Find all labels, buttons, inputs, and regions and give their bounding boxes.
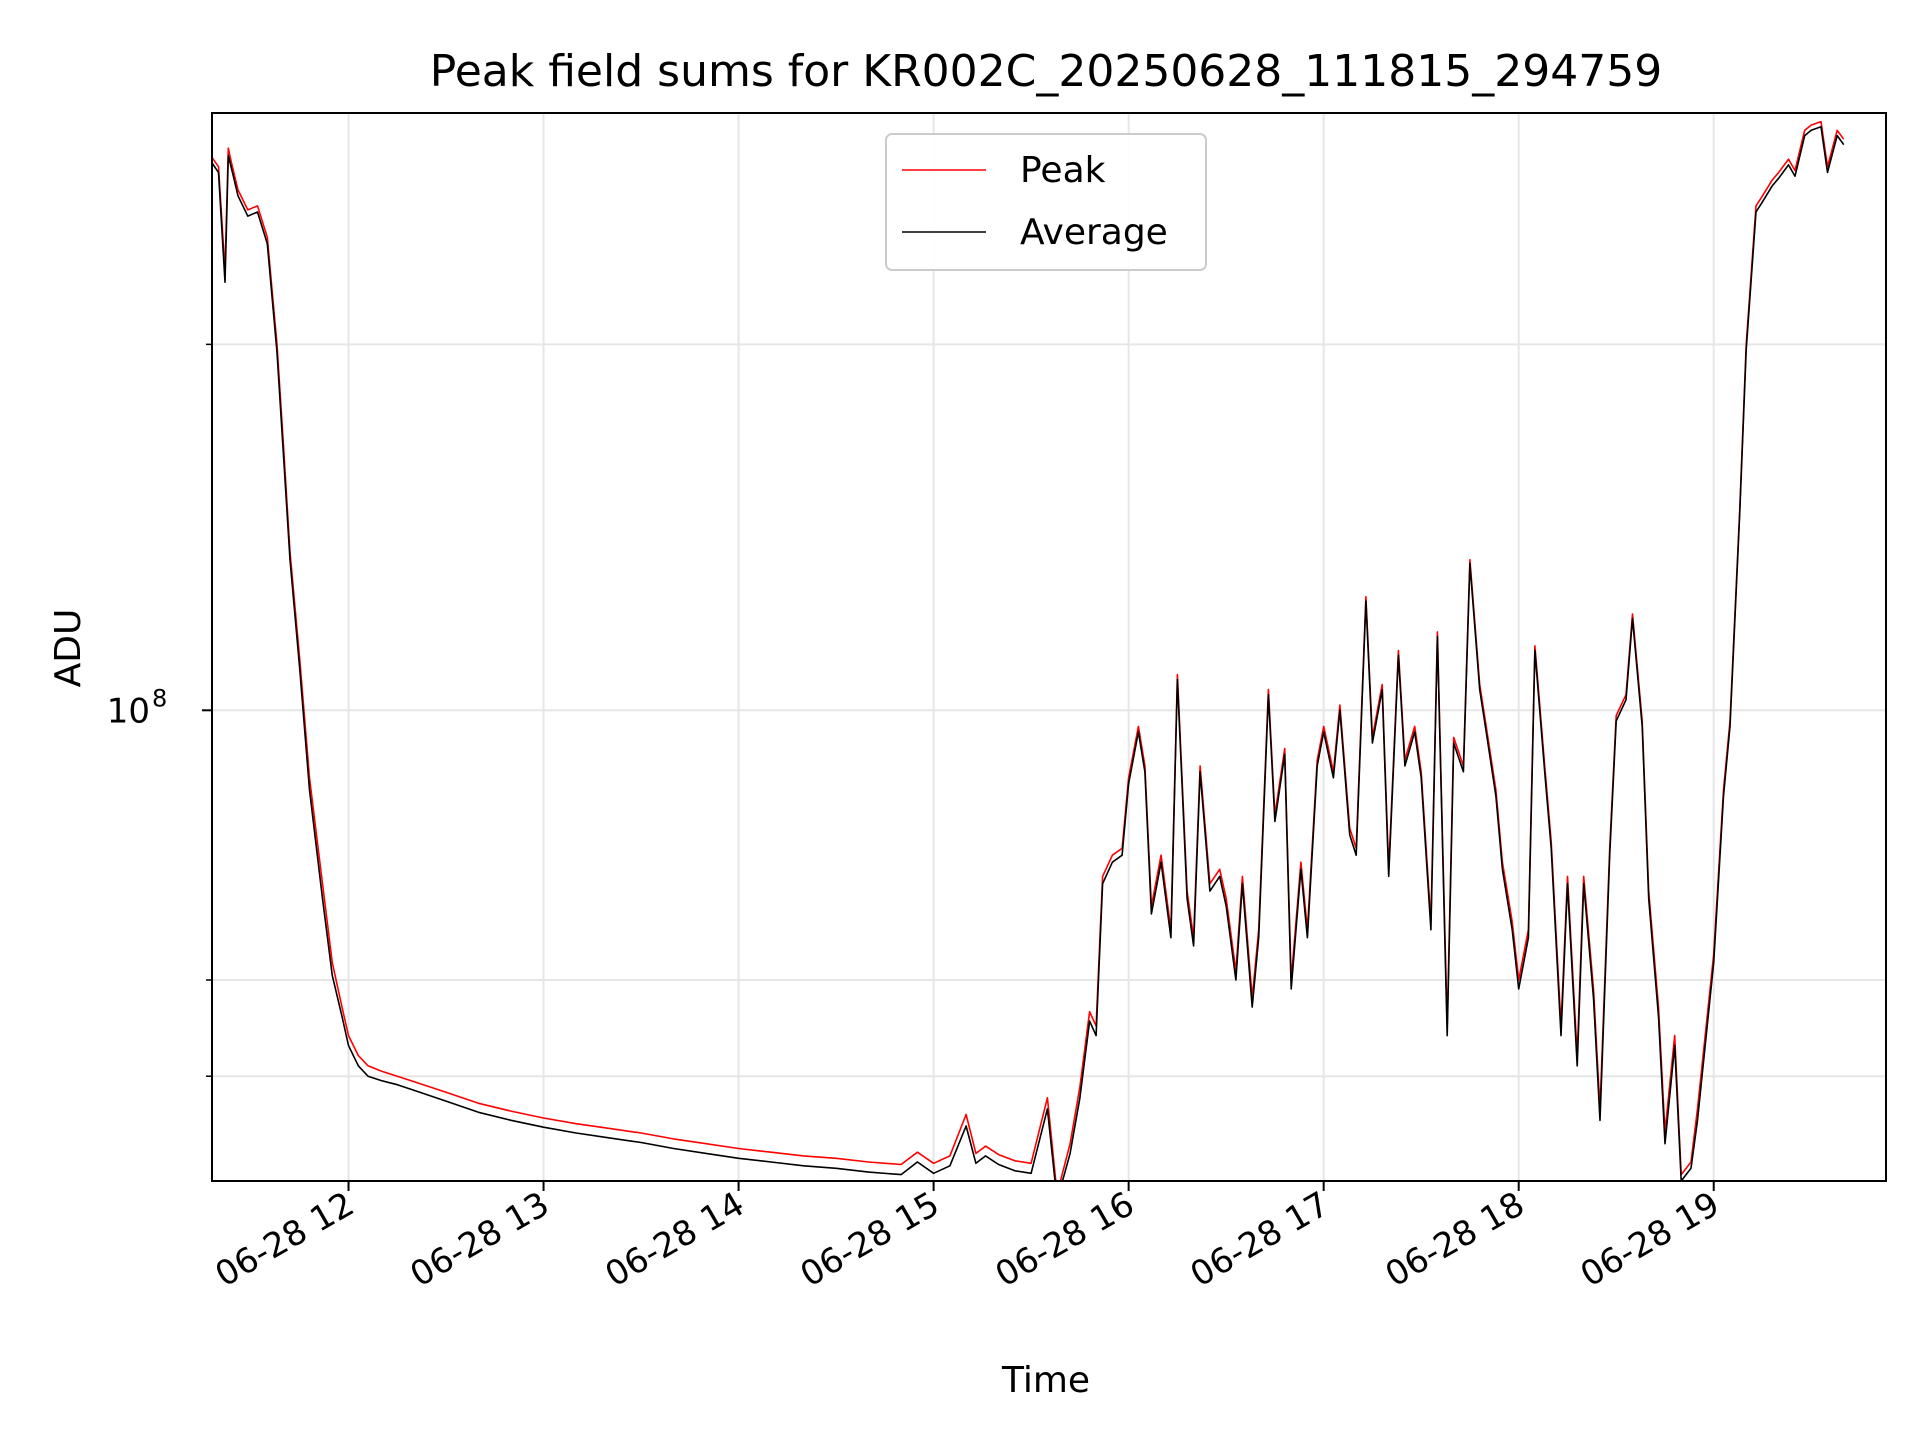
legend: Peak Average — [885, 133, 1207, 271]
chart-title: Peak field sums for KR002C_20250628_1118… — [430, 46, 1662, 97]
y-tick-base: 10 — [107, 691, 150, 731]
y-axis-title: ADU — [48, 609, 89, 688]
series-line-average — [212, 126, 1845, 1181]
legend-average-label: Average — [1020, 212, 1168, 253]
legend-peak-label: Peak — [1020, 150, 1106, 191]
x-axis-title: Time — [1001, 1360, 1090, 1401]
y-tick-exponent: 8 — [152, 684, 167, 712]
grid-lines — [212, 113, 1886, 1181]
legend-box — [885, 133, 1207, 271]
series-lines — [212, 120, 1845, 1181]
plot-frame — [211, 112, 1887, 1182]
y-tick-label: 10 — [107, 691, 150, 731]
y-axis-ticks: 10 8 — [107, 343, 212, 1077]
